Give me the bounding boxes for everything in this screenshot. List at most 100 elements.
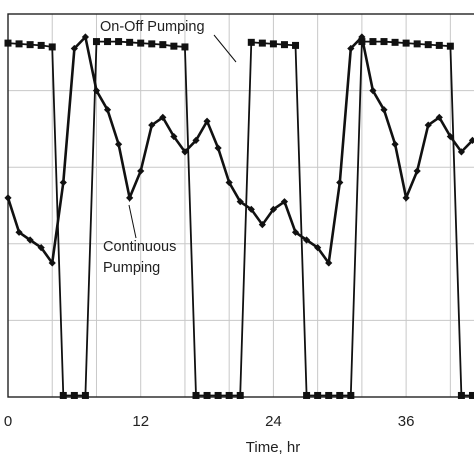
data-point [380, 106, 388, 114]
data-point [203, 117, 211, 125]
data-point [413, 40, 421, 48]
data-point [4, 39, 12, 47]
data-point [358, 33, 366, 41]
data-point [269, 40, 277, 48]
data-point [115, 38, 123, 46]
data-point [280, 198, 289, 206]
data-point [70, 44, 78, 53]
data-point [446, 132, 454, 141]
data-point [159, 41, 167, 49]
data-point [81, 391, 89, 399]
annotations: On-Off Pumping Continuous Pumping [100, 19, 237, 276]
data-point [126, 38, 134, 46]
annotation-continuous: Continuous [103, 239, 176, 255]
data-point [92, 38, 100, 46]
data-point [15, 228, 23, 236]
data-point [347, 391, 355, 399]
data-point [336, 391, 344, 399]
data-point [325, 391, 333, 399]
data-point [81, 33, 90, 41]
data-point [15, 40, 23, 48]
x-tick-label: 36 [398, 413, 415, 430]
data-point [336, 178, 344, 187]
data-point [104, 38, 112, 46]
x-tick-label: 24 [265, 413, 282, 430]
series-1 [4, 33, 474, 267]
data-point [391, 140, 399, 148]
data-point [457, 148, 466, 156]
data-point [203, 391, 211, 399]
x-axis-label: Time, hr [246, 439, 300, 456]
data-point [192, 391, 200, 399]
data-point [468, 136, 474, 144]
data-point [70, 391, 78, 399]
data-point [137, 167, 145, 175]
data-point [181, 148, 189, 156]
data-point [292, 41, 300, 49]
data-point [435, 41, 443, 49]
data-point [347, 44, 355, 53]
data-point [92, 87, 101, 95]
data-point [214, 144, 222, 152]
data-point [391, 38, 399, 46]
data-point [435, 113, 443, 122]
data-point [457, 391, 465, 399]
data-point [247, 38, 255, 46]
data-point [369, 87, 377, 95]
data-point [48, 259, 56, 267]
data-point [225, 178, 233, 187]
data-point [48, 43, 56, 51]
data-point [413, 167, 421, 175]
data-point [369, 38, 377, 46]
data-point [59, 391, 67, 399]
annotation-arrow-continuous [128, 204, 137, 239]
data-point [126, 194, 134, 202]
x-axis-ticks: 0 12 24 36 [4, 413, 415, 430]
x-tick-label: 0 [4, 413, 12, 430]
data-point [247, 205, 255, 213]
data-point [181, 43, 189, 51]
series-0 [4, 38, 474, 399]
data-point [37, 244, 45, 252]
data-point [280, 41, 288, 49]
data-point [314, 391, 322, 399]
data-point [302, 236, 311, 244]
data-point [192, 136, 200, 144]
data-point [236, 198, 244, 206]
data-point [148, 40, 156, 48]
data-point [159, 113, 167, 122]
data-point [225, 391, 233, 399]
data-point [170, 42, 178, 50]
data-point [236, 391, 244, 399]
data-point [214, 391, 222, 399]
data-point [59, 178, 67, 187]
data-point [26, 236, 34, 244]
data-point [269, 205, 278, 213]
data-point [424, 121, 432, 129]
data-point [4, 194, 12, 202]
data-point [137, 39, 145, 47]
data-point [103, 106, 112, 114]
data-point [424, 41, 432, 49]
data-point [37, 41, 45, 49]
x-tick-label: 12 [132, 413, 149, 430]
data-point [114, 140, 123, 148]
data-point [170, 132, 178, 141]
data-point [258, 39, 266, 47]
data-point [303, 391, 311, 399]
annotation-on-off-pumping: On-Off Pumping [100, 19, 205, 35]
annotation-pumping: Pumping [103, 260, 160, 276]
data-point [402, 194, 410, 202]
data-point [468, 391, 474, 399]
data-point [402, 39, 410, 47]
data-point [26, 41, 34, 49]
data-point [325, 259, 333, 267]
data-point [148, 121, 156, 129]
series-group [4, 33, 474, 399]
data-point [291, 228, 300, 236]
data-point [446, 42, 454, 50]
data-point [380, 38, 388, 46]
data-point [314, 244, 322, 252]
